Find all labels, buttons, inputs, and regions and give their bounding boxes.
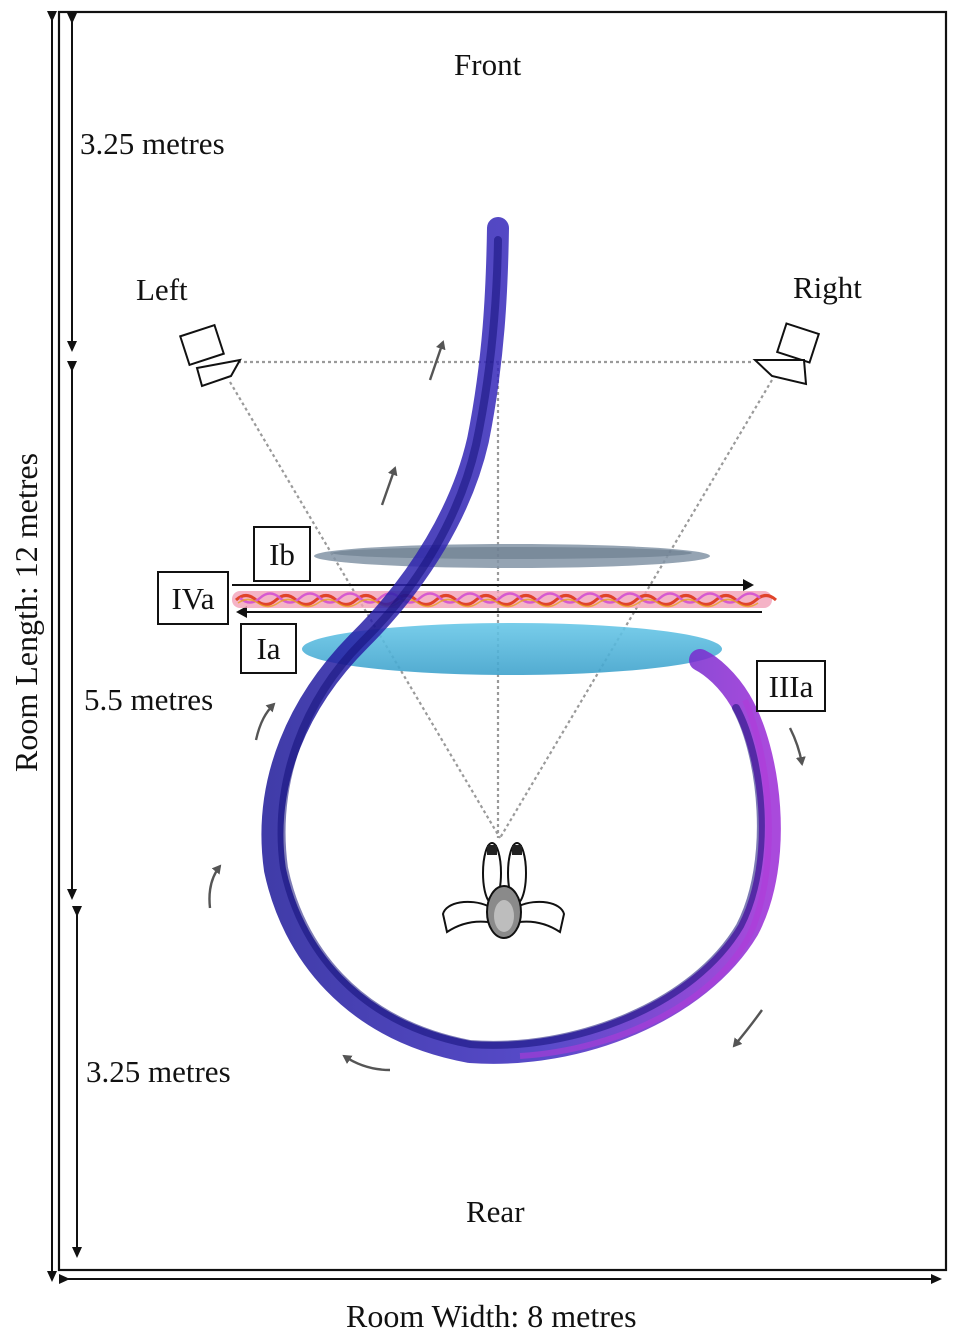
listener-head-highlight: [494, 900, 514, 932]
listener-left-shoulder: [441, 900, 489, 934]
room-outline: [57, 10, 948, 1272]
middle-depth-label: 5.5 metres: [84, 682, 214, 717]
rear-depth-label: 3.25 metres: [86, 1054, 231, 1089]
zone-iiia-label: IIIa: [756, 660, 826, 712]
right-speaker-icon: [752, 322, 821, 386]
front-depth-label: 3.25 metres: [80, 126, 225, 161]
motion-arrow-2: [380, 466, 398, 506]
motion-arrow-5: [342, 1054, 391, 1072]
left-speaker-icon: [178, 323, 242, 388]
left-speaker-label: Left: [136, 272, 188, 307]
room-width-label: Room Width: 8 metres: [346, 1298, 637, 1334]
room-length-label: Room Length: 12 metres: [8, 452, 44, 772]
listener-icon: [441, 842, 566, 939]
zone-iva-orange-squiggle: [237, 598, 759, 608]
rear-label: Rear: [466, 1194, 525, 1229]
zone-iva-label: IVa: [157, 571, 229, 625]
sound-trajectory-highlight: [519, 698, 772, 1059]
zone-ib-texture: [332, 547, 692, 559]
zone-iva-red-squiggle: [234, 594, 778, 606]
left-sight-line: [229, 381, 501, 839]
zone-ia-area: [302, 623, 722, 675]
zone-ia-label: Ia: [240, 623, 297, 674]
sound-trajectory-core: [277, 236, 765, 1049]
right-sight-line: [499, 379, 773, 839]
motion-arrow-3: [254, 702, 276, 741]
motion-arrow-7: [788, 727, 806, 766]
listener-right-shoulder: [518, 900, 566, 934]
motion-arrows: [208, 340, 806, 1072]
front-label: Front: [454, 47, 522, 82]
motion-arrow-1: [428, 340, 446, 381]
motion-arrow-6: [732, 1009, 763, 1048]
zone-ib-label: Ib: [253, 526, 311, 582]
right-speaker-label: Right: [793, 270, 862, 305]
sight-lines: [229, 360, 773, 839]
motion-arrow-4: [208, 864, 222, 909]
zone-iva-pink-squiggle: [239, 592, 761, 604]
